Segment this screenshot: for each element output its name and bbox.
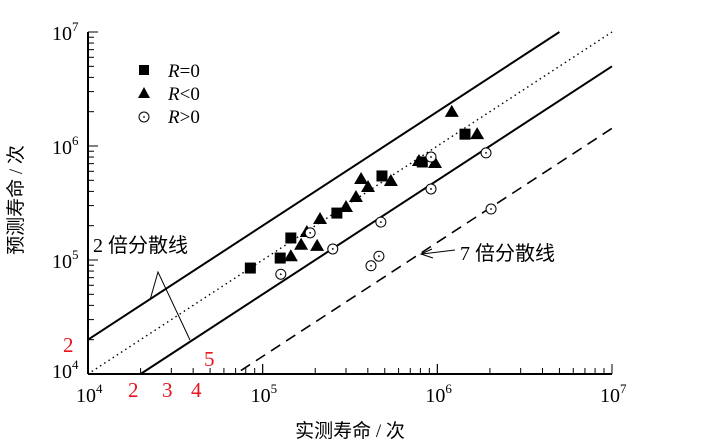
x-axis-title: 实测寿命 / 次 (295, 420, 405, 442)
point-circle-dot (378, 255, 380, 258)
point-triangle (428, 155, 443, 168)
point-square (285, 232, 297, 244)
y-tick-label: 105 (52, 247, 79, 273)
reference-line-lower-7x (240, 127, 613, 372)
legend-label-r-gt-0: R>0 (167, 107, 200, 128)
y-tick-label: 107 (52, 19, 79, 45)
point-triangle (354, 171, 369, 184)
point-circle-dot (430, 156, 432, 158)
point-triangle (294, 237, 309, 250)
red-mark-inside-5: 5 (204, 347, 215, 371)
point-triangle (411, 154, 426, 167)
annotation-7x-band: 7 倍分散线 (460, 242, 555, 265)
point-circle-dot (309, 231, 312, 234)
legend-marker-circle-dot (143, 116, 145, 118)
y-tick-label: 106 (52, 133, 79, 159)
point-triangle (339, 199, 354, 212)
point-square (376, 170, 388, 182)
data-points (244, 104, 497, 280)
point-triangle (313, 211, 328, 224)
legend: R=0 R<0 R>0 (138, 61, 200, 128)
point-triangle (444, 104, 459, 117)
reference-line-upper-2x (87, 31, 560, 341)
annotation-2x-pointer (149, 270, 191, 341)
legend-marker-triangle (138, 87, 150, 98)
point-circle-dot (485, 151, 487, 154)
point-triangle (470, 127, 485, 140)
y-tick-label: 104 (52, 357, 79, 383)
point-triangle (383, 174, 398, 187)
y-axis-title: 预测寿命 / 次 (5, 145, 27, 255)
point-square (459, 128, 471, 140)
x-tick-label: 105 (251, 381, 278, 407)
point-circle-dot (490, 208, 492, 210)
point-circle-dot (370, 264, 372, 267)
annotation-7x-pointer (421, 249, 456, 255)
point-square (274, 252, 286, 264)
reference-lines (87, 31, 613, 375)
point-circle-dot (279, 273, 282, 276)
annotation-7x-arrowhead (419, 248, 434, 259)
x-tick-label: 104 (76, 381, 103, 407)
red-mark-y-axis: 2 (63, 333, 74, 357)
red-mark-x-3: 3 (162, 378, 173, 402)
point-triangle (283, 249, 298, 262)
point-triangle (348, 189, 363, 202)
point-square (331, 207, 343, 219)
point-circle-dot (379, 221, 382, 224)
point-triangle (361, 179, 376, 192)
red-mark-x-2: 2 (128, 378, 139, 402)
annotation-2x-band: 2 倍分散线 (93, 234, 188, 257)
point-triangle (310, 238, 325, 251)
point-circle-dot (331, 248, 334, 250)
legend-marker-square (139, 65, 149, 75)
point-square (244, 262, 256, 274)
x-tick-label: 106 (425, 381, 452, 407)
legend-label-r-lt-0: R<0 (167, 84, 200, 105)
legend-label-r-eq-0: R=0 (167, 61, 200, 82)
legend-marker-circle (138, 111, 150, 123)
x-tick-label: 107 (600, 381, 627, 407)
point-circle-dot (430, 188, 432, 190)
red-mark-x-4: 4 (191, 378, 202, 402)
